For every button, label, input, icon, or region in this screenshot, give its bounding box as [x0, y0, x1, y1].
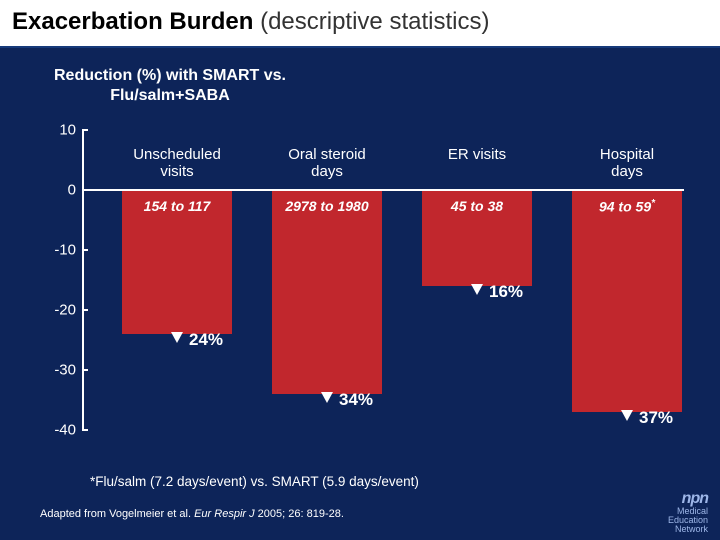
category-range: 2978 to 1980 [257, 198, 397, 214]
ytick-label: -20 [40, 302, 76, 319]
category-range: 45 to 38 [407, 198, 547, 214]
plot-area: Unscheduledvisits 154 to 117 24% Oral stero… [82, 130, 680, 430]
category-label: Unscheduledvisits [107, 146, 247, 181]
ytick-mark [82, 429, 88, 431]
bar-chart: Unscheduledvisits 154 to 117 24% Oral stero… [40, 130, 680, 440]
arrow-down-icon [471, 284, 483, 295]
subtitle: Reduction (%) with SMART vs. Flu/salm+SA… [40, 66, 300, 106]
ytick-label: 0 [40, 182, 76, 199]
ytick-label: -40 [40, 422, 76, 439]
arrow-down-icon [621, 410, 633, 421]
subtitle-line2: Flu/salm+SABA [110, 87, 230, 104]
value-label: 24% [189, 330, 223, 350]
title-bold: Exacerbation Burden [12, 8, 253, 35]
ytick-mark [82, 309, 88, 311]
arrow-down-icon [171, 332, 183, 343]
ytick-mark [82, 369, 88, 371]
value-label: 34% [339, 390, 373, 410]
citation-pre: Adapted from Vogelmeier et al. [40, 508, 194, 520]
ytick-label: -30 [40, 362, 76, 379]
category-range: 94 to 59* [557, 198, 697, 215]
citation: Adapted from Vogelmeier et al. Eur Respi… [40, 508, 344, 520]
citation-journal: Eur Respir J [194, 508, 255, 520]
category-label: Hospitaldays [557, 146, 697, 181]
value-label: 16% [489, 282, 523, 302]
value-label: 37% [639, 408, 673, 428]
bar [572, 190, 682, 412]
ytick-label: -10 [40, 242, 76, 259]
title-rest: (descriptive statistics) [253, 8, 489, 35]
arrow-down-icon [321, 392, 333, 403]
citation-post: 2005; 26: 819-28. [255, 508, 344, 520]
ytick-mark [82, 249, 88, 251]
bar [272, 190, 382, 394]
category-range: 154 to 117 [107, 198, 247, 214]
logo-l4: Network [675, 524, 708, 534]
baseline [82, 189, 684, 191]
footnote: *Flu/salm (7.2 days/event) vs. SMART (5.… [90, 474, 419, 489]
logo-main: npn [682, 490, 708, 507]
logo: npn Medical Education Network [668, 491, 708, 534]
title-bar: Exacerbation Burden (descriptive statist… [0, 0, 720, 48]
category-label: ER visits [407, 146, 547, 163]
ytick-label: 10 [40, 122, 76, 139]
ytick-mark [82, 129, 88, 131]
subtitle-line1: Reduction (%) with SMART vs. [54, 67, 286, 84]
category-label: Oral steroiddays [257, 146, 397, 181]
